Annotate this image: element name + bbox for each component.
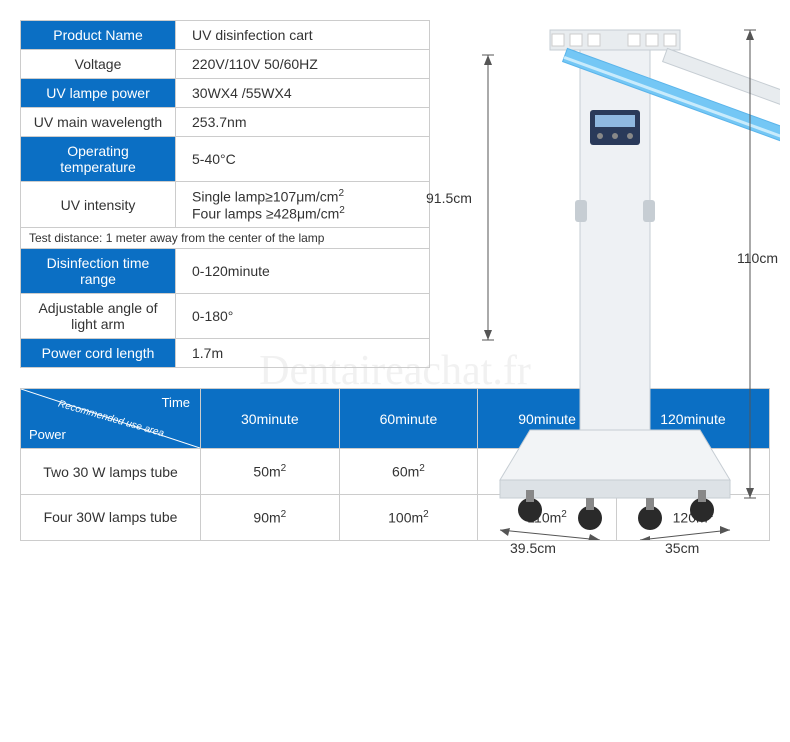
usage-time-label: Time xyxy=(162,395,190,410)
usage-cell: 50m2 xyxy=(201,449,340,495)
spec-label: Disinfection time range xyxy=(21,249,176,294)
specs-table: Product NameUV disinfection cartVoltage2… xyxy=(20,20,430,368)
spec-value: 5-40°C xyxy=(176,137,430,182)
usage-power-label: Power xyxy=(29,427,66,442)
usage-cell: 90m2 xyxy=(201,494,340,540)
spec-value: 0-180° xyxy=(176,294,430,339)
product-diagram: 91.5cm 110cm 39.5cm 35cm xyxy=(440,20,770,368)
spec-label: Product Name xyxy=(21,21,176,50)
spec-value: 220V/110V 50/60HZ xyxy=(176,50,430,79)
spec-value: 253.7nm xyxy=(176,108,430,137)
spec-value: 30WX4 /55WX4 xyxy=(176,79,430,108)
spec-label: UV intensity xyxy=(21,182,176,228)
dim-depth: 39.5cm xyxy=(510,540,556,556)
spec-value: Single lamp≥107μm/cm2Four lamps ≥428μm/c… xyxy=(176,182,430,228)
spec-label: Operating temperature xyxy=(21,137,176,182)
spec-label: UV main wavelength xyxy=(21,108,176,137)
spec-label: Power cord length xyxy=(21,339,176,368)
spec-label: UV lampe power xyxy=(21,79,176,108)
spec-value: UV disinfection cart xyxy=(176,21,430,50)
dim-lamp: 91.5cm xyxy=(426,190,472,206)
usage-row-label: Two 30 W lamps tube xyxy=(21,449,201,495)
spec-note: Test distance: 1 meter away from the cen… xyxy=(21,228,430,249)
dim-height: 110cm xyxy=(737,250,778,266)
dim-width: 35cm xyxy=(665,540,699,556)
spec-value: 1.7m xyxy=(176,339,430,368)
usage-diag-header: Time Recommended use area Power xyxy=(21,389,201,449)
spec-label: Adjustable angle of light arm xyxy=(21,294,176,339)
spec-label: Voltage xyxy=(21,50,176,79)
spec-value: 0-120minute xyxy=(176,249,430,294)
usage-time-col: 30minute xyxy=(201,389,340,449)
usage-row-label: Four 30W lamps tube xyxy=(21,494,201,540)
